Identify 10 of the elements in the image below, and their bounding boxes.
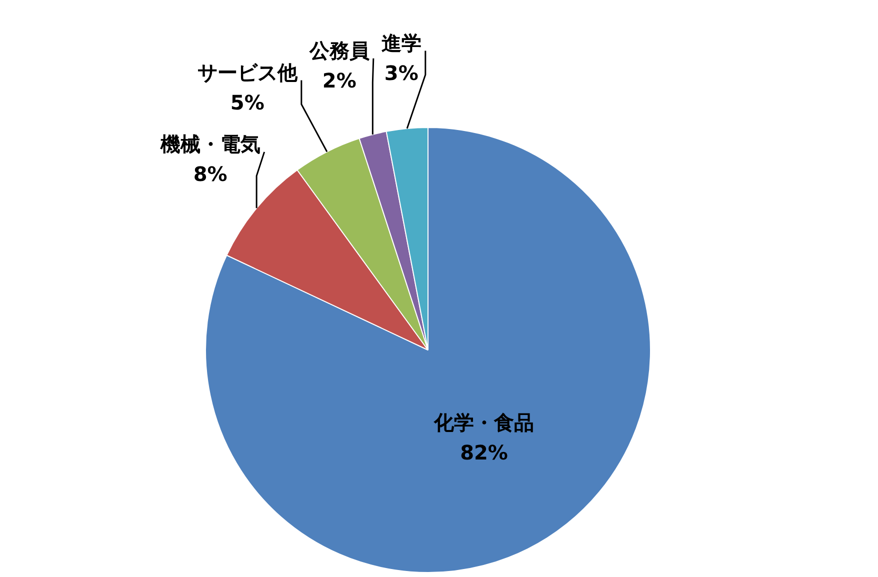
slice-label: 機械・電気	[159, 132, 260, 156]
slice-label: 化学・食品	[433, 410, 534, 434]
data-label: 8%	[193, 162, 228, 186]
slice-label: 進学	[381, 30, 422, 55]
slice-label: 公務員	[308, 38, 370, 63]
slice-label: サービス他	[197, 60, 298, 84]
data-label: 2%	[322, 68, 356, 93]
data-label: 82%	[460, 440, 508, 464]
data-label: 3%	[384, 60, 418, 85]
data-label: 5%	[230, 90, 264, 114]
